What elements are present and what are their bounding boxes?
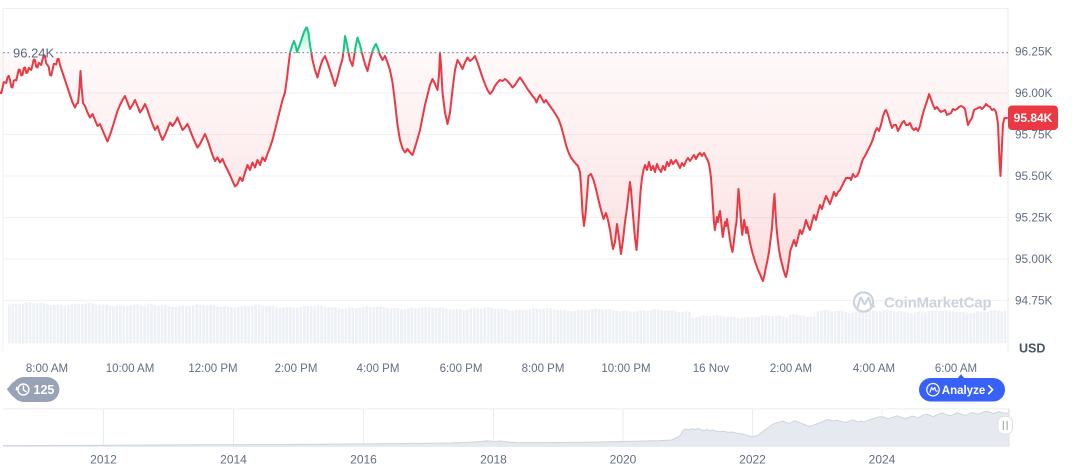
svg-text:95.25K: 95.25K: [1015, 211, 1053, 225]
svg-text:6:00 PM: 6:00 PM: [440, 363, 483, 375]
svg-text:CoinMarketCap: CoinMarketCap: [884, 295, 991, 312]
svg-text:10:00 PM: 10:00 PM: [601, 363, 650, 375]
svg-text:16 Nov: 16 Nov: [693, 363, 730, 375]
svg-text:96.24K: 96.24K: [13, 46, 55, 61]
svg-text:USD: USD: [1019, 342, 1045, 356]
svg-text:4:00 PM: 4:00 PM: [357, 363, 400, 375]
svg-text:4:00 AM: 4:00 AM: [853, 363, 895, 375]
svg-text:2018: 2018: [480, 453, 507, 467]
svg-text:96.00K: 96.00K: [1015, 86, 1053, 100]
svg-text:125: 125: [34, 383, 55, 397]
svg-text:95.00K: 95.00K: [1015, 252, 1053, 266]
svg-text:8:00 PM: 8:00 PM: [522, 363, 565, 375]
svg-text:2016: 2016: [350, 453, 377, 467]
svg-text:2024: 2024: [869, 453, 896, 467]
svg-text:6:00 AM: 6:00 AM: [935, 363, 977, 375]
svg-text:2020: 2020: [610, 453, 637, 467]
svg-text:2022: 2022: [739, 453, 766, 467]
svg-text:96.25K: 96.25K: [1015, 45, 1053, 59]
svg-text:10:00 AM: 10:00 AM: [106, 363, 155, 375]
svg-text:2:00 AM: 2:00 AM: [770, 363, 812, 375]
svg-text:95.50K: 95.50K: [1015, 169, 1053, 183]
svg-text:95.84K: 95.84K: [1014, 111, 1053, 125]
svg-text:2:00 PM: 2:00 PM: [275, 363, 318, 375]
svg-text:94.75K: 94.75K: [1015, 294, 1053, 308]
svg-text:2012: 2012: [90, 453, 117, 467]
svg-text:2014: 2014: [220, 453, 247, 467]
svg-text:12:00 PM: 12:00 PM: [188, 363, 237, 375]
svg-text:8:00 AM: 8:00 AM: [26, 363, 68, 375]
svg-text:95.75K: 95.75K: [1015, 128, 1053, 142]
svg-text:Analyze: Analyze: [942, 385, 985, 397]
